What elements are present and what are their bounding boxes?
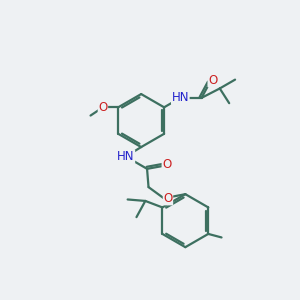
Text: HN: HN xyxy=(117,150,135,163)
Text: O: O xyxy=(208,74,217,87)
Text: O: O xyxy=(98,101,107,114)
Text: HN: HN xyxy=(172,92,189,104)
Text: O: O xyxy=(162,158,171,171)
Text: O: O xyxy=(163,192,172,205)
